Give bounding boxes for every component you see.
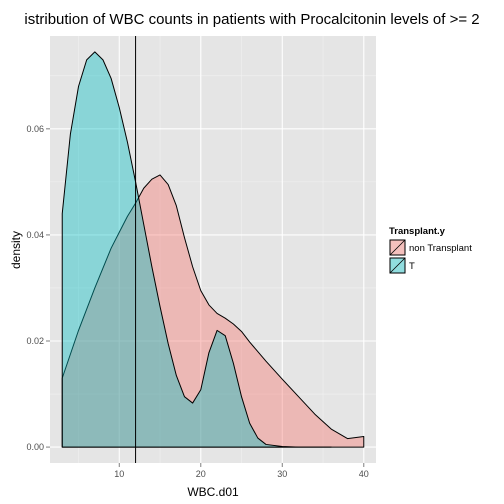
x-axis-title: WBC.d01: [187, 485, 239, 499]
legend-label-t: T: [409, 261, 415, 272]
y-tick-label: 0.02: [26, 336, 44, 346]
y-axis-ticks: 0.00 0.02 0.04 0.06: [26, 124, 50, 452]
y-axis-title: density: [9, 231, 23, 269]
x-axis-ticks: 10 20 30 40: [114, 463, 369, 479]
legend: Transplant.y non Transplant T: [389, 226, 472, 274]
x-tick-label: 10: [114, 469, 124, 479]
legend-label-non-transplant: non Transplant: [409, 243, 472, 254]
legend-entries: non Transplant T: [389, 239, 472, 274]
chart-title: istribution of WBC counts in patients wi…: [24, 11, 479, 28]
x-tick-label: 20: [196, 469, 206, 479]
x-tick-label: 30: [277, 469, 287, 479]
y-tick-label: 0.06: [26, 124, 44, 134]
y-tick-label: 0.04: [26, 230, 44, 240]
x-tick-label: 40: [359, 469, 369, 479]
y-tick-label: 0.00: [26, 442, 44, 452]
legend-title: Transplant.y: [389, 226, 446, 237]
